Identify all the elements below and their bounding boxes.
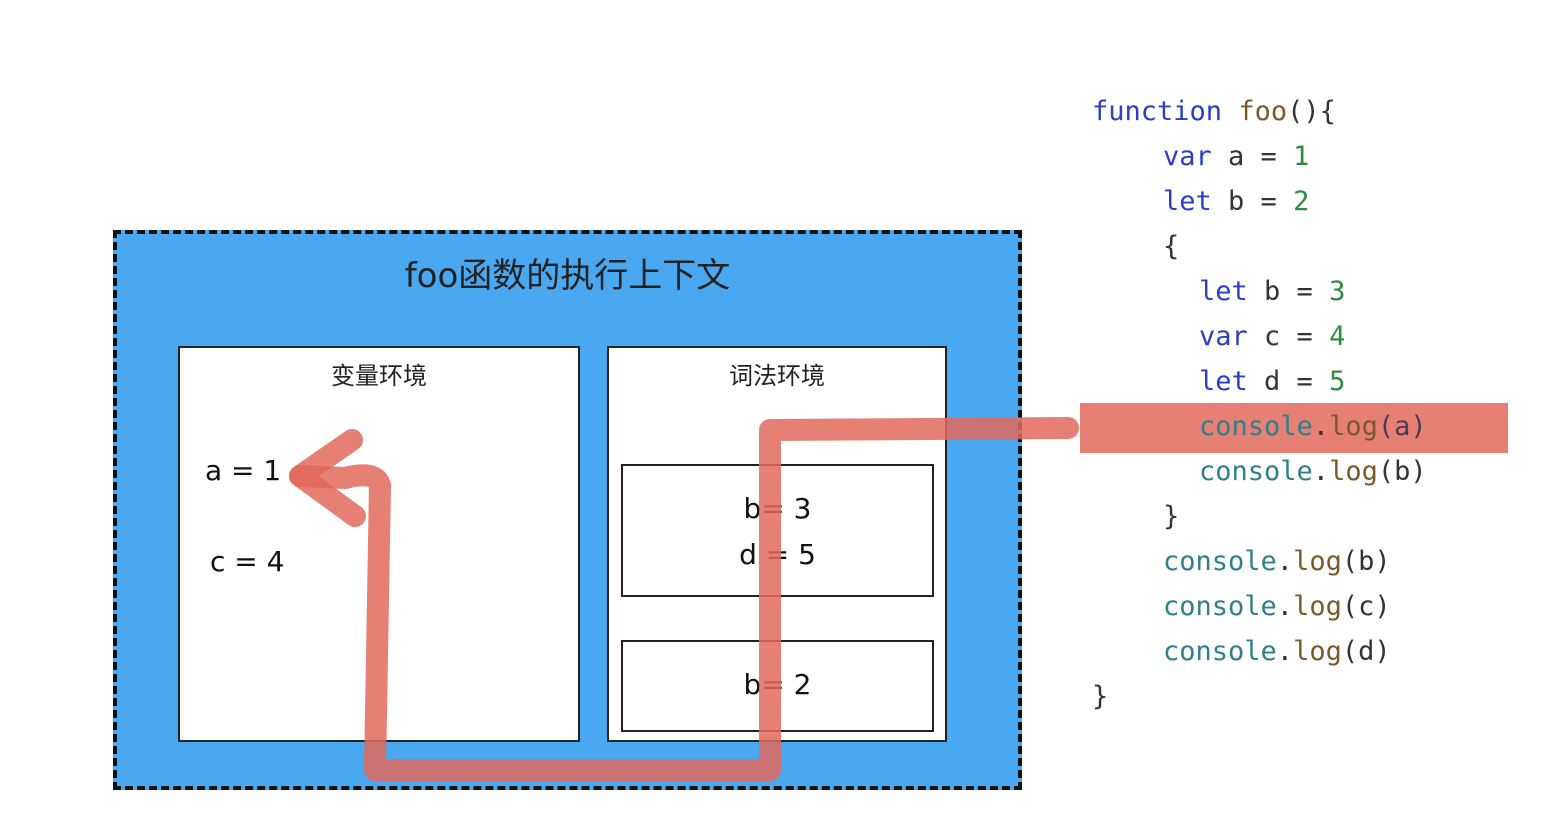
code-line: console.log(a) [1199, 407, 1427, 447]
code-token: log [1293, 591, 1342, 622]
code-line: var c = 4 [1199, 317, 1345, 357]
code-token: let [1163, 186, 1212, 217]
arrow-head [289, 429, 366, 527]
code-token: } [1092, 681, 1109, 712]
code-token: (c) [1341, 591, 1391, 622]
lexical-env-label: 词法环境 [729, 362, 825, 390]
code-line: } [1092, 677, 1108, 717]
code-token: d = [1247, 366, 1330, 397]
code-token: var [1199, 321, 1248, 352]
code-token: let [1199, 276, 1248, 307]
code-token: a = [1211, 141, 1294, 172]
code-token: . [1276, 546, 1294, 577]
code-token: 2 [1293, 186, 1310, 217]
var-item: c = 4 [210, 545, 285, 578]
code-line: let b = 2 [1163, 182, 1309, 222]
code-token: foo [1238, 96, 1288, 127]
code-line: var a = 1 [1163, 137, 1309, 177]
code-token: . [1312, 456, 1330, 487]
code-token: 1 [1293, 141, 1310, 172]
code-token: { [1163, 231, 1180, 262]
code-token: log [1293, 636, 1342, 667]
code-token: (d) [1341, 636, 1391, 667]
code-line: let d = 5 [1199, 362, 1345, 402]
code-token: log [1329, 411, 1378, 442]
code-token: console [1163, 636, 1277, 667]
code-token: console [1163, 591, 1277, 622]
code-line: console.log(c) [1163, 587, 1391, 627]
code-token: (b) [1341, 546, 1391, 577]
code-token: b = [1211, 186, 1294, 217]
code-token [1222, 96, 1238, 127]
code-line: console.log(b) [1163, 542, 1391, 582]
code-token: . [1276, 591, 1294, 622]
code-token: console [1163, 546, 1277, 577]
code-token: function [1092, 96, 1223, 127]
code-token: let [1199, 366, 1248, 397]
code-token: console [1199, 456, 1313, 487]
context-title: foo函数的执行上下文 [404, 256, 731, 296]
code-line: { [1163, 227, 1179, 267]
code-token: (b) [1377, 456, 1427, 487]
code-token: c = [1247, 321, 1330, 352]
code-line: } [1163, 497, 1179, 537]
code-token: (a) [1377, 411, 1427, 442]
code-token: . [1276, 636, 1294, 667]
code-token: } [1163, 501, 1180, 532]
code-token: log [1293, 546, 1342, 577]
code-token: var [1163, 141, 1212, 172]
code-token: . [1312, 411, 1330, 442]
code-token: 5 [1329, 366, 1346, 397]
code-line: console.log(b) [1199, 452, 1427, 492]
code-token: b = [1247, 276, 1330, 307]
code-line: console.log(d) [1163, 632, 1391, 672]
code-token: 4 [1329, 321, 1346, 352]
var-item: a = 1 [205, 454, 282, 487]
code-token: log [1329, 456, 1378, 487]
code-line: let b = 3 [1199, 272, 1345, 312]
code-line: function foo(){ [1092, 92, 1336, 132]
code-token: console [1199, 411, 1313, 442]
path-line [289, 417, 1079, 781]
code-token: (){ [1287, 96, 1336, 127]
code-token: 3 [1329, 276, 1346, 307]
variable-env-label: 变量环境 [331, 362, 427, 390]
highlight-band [1080, 403, 1508, 453]
